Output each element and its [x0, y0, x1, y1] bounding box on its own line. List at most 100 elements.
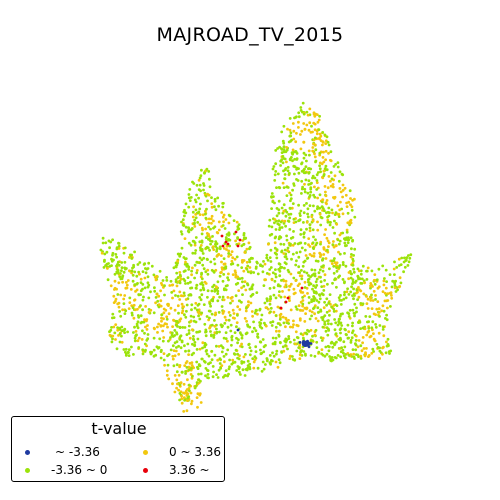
- map-point: [200, 311, 204, 315]
- map-point: [333, 196, 336, 200]
- map-point: [284, 316, 288, 320]
- map-point: [246, 359, 250, 363]
- map-point: [299, 209, 303, 213]
- map-point: [182, 410, 186, 413]
- map-point: [234, 239, 238, 243]
- map-point: [322, 253, 326, 256]
- map-point: [308, 317, 312, 321]
- map-point: [269, 306, 273, 310]
- map-point: [279, 242, 283, 246]
- map-point: [187, 227, 191, 231]
- map-point: [182, 396, 186, 400]
- map-point: [281, 181, 285, 185]
- map-point: [111, 337, 114, 341]
- map-point: [219, 344, 223, 347]
- map-point: [281, 315, 285, 319]
- map-point: [295, 167, 298, 171]
- map-point: [301, 264, 305, 268]
- map-point: [227, 221, 231, 225]
- map-point: [321, 336, 325, 340]
- map-point: [279, 306, 283, 310]
- map-point: [393, 260, 396, 264]
- map-point: [159, 356, 163, 360]
- map-point: [172, 289, 176, 293]
- map-point: [184, 349, 187, 353]
- map-point: [280, 279, 283, 282]
- map-point: [272, 293, 276, 297]
- map-point: [237, 242, 241, 246]
- map-point: [273, 246, 277, 250]
- map-point: [119, 314, 123, 318]
- map-point: [204, 216, 208, 220]
- map-point: [260, 369, 264, 373]
- map-point: [227, 232, 231, 236]
- map-point: [108, 333, 112, 337]
- map-point: [322, 169, 326, 173]
- map-point: [332, 307, 336, 311]
- map-point: [321, 156, 325, 159]
- map-point: [207, 309, 211, 313]
- map-point: [248, 325, 252, 329]
- map-point: [301, 185, 304, 189]
- map-point: [353, 302, 357, 306]
- map-point: [311, 339, 314, 342]
- map-point: [199, 244, 203, 247]
- map-point: [280, 226, 284, 229]
- map-point: [268, 256, 272, 259]
- map-point: [306, 215, 310, 219]
- map-point: [111, 312, 115, 316]
- map-point: [278, 317, 282, 321]
- map-point: [196, 367, 200, 370]
- map-point: [262, 284, 266, 287]
- map-point: [208, 185, 212, 189]
- map-point: [178, 271, 182, 274]
- map-point: [319, 170, 322, 174]
- map-point: [308, 309, 312, 313]
- map-point: [338, 328, 342, 331]
- map-point: [268, 218, 272, 222]
- map-point: [385, 280, 388, 283]
- map-point: [223, 227, 227, 230]
- map-point: [228, 238, 232, 242]
- map-point: [283, 248, 287, 252]
- map-point: [277, 211, 281, 215]
- map-point: [252, 366, 256, 370]
- map-point: [339, 190, 343, 194]
- map-point: [340, 172, 344, 176]
- map-point: [187, 353, 191, 356]
- map-point: [283, 255, 287, 259]
- map-point: [171, 325, 175, 328]
- map-point: [227, 213, 231, 217]
- map-point: [307, 128, 311, 132]
- map-point: [366, 266, 370, 270]
- map-point: [308, 107, 312, 111]
- map-point: [386, 343, 390, 346]
- map-point: [200, 293, 204, 297]
- map-point: [337, 296, 341, 299]
- map-point: [116, 271, 120, 275]
- map-point: [173, 354, 177, 358]
- map-point: [213, 197, 217, 201]
- map-point: [175, 271, 179, 275]
- map-point: [116, 328, 120, 332]
- map-point: [141, 352, 145, 356]
- map-point: [226, 276, 230, 280]
- map-point: [286, 246, 290, 250]
- map-point: [288, 357, 292, 360]
- map-point: [214, 240, 218, 244]
- map-point: [303, 320, 307, 323]
- map-point: [109, 328, 113, 332]
- map-point: [207, 170, 211, 173]
- map-point: [375, 278, 379, 282]
- map-point: [346, 211, 350, 215]
- map-point: [331, 243, 335, 247]
- map-point: [219, 358, 223, 362]
- map-point: [276, 222, 280, 226]
- map-point: [246, 264, 250, 268]
- map-point: [114, 338, 117, 341]
- map-point: [213, 199, 217, 203]
- map-point: [298, 274, 302, 278]
- map-point: [374, 313, 377, 316]
- map-point: [274, 336, 278, 340]
- map-point: [185, 366, 189, 369]
